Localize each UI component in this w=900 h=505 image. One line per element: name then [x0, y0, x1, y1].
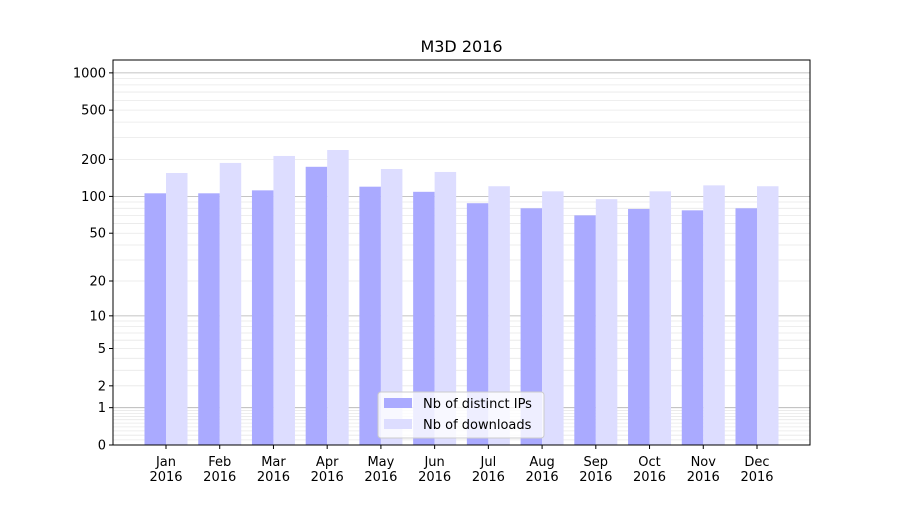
- x-tick-label: Sep 2016: [579, 455, 612, 485]
- chart-title: M3D 2016: [420, 37, 502, 56]
- y-tick-label: 200: [81, 153, 106, 168]
- x-tick-label: May 2016: [364, 455, 397, 485]
- y-tick-label: 500: [81, 104, 106, 119]
- bar-distinct-ips: [198, 193, 220, 445]
- x-tick-label: Nov 2016: [687, 455, 720, 485]
- bar-distinct-ips: [359, 186, 381, 445]
- x-tick-label: Feb 2016: [203, 455, 236, 485]
- bar-distinct-ips: [251, 190, 274, 445]
- x-tick-label: Apr 2016: [311, 455, 344, 485]
- bar-downloads: [273, 155, 295, 445]
- y-tick-label: 5: [98, 342, 106, 357]
- bar-downloads: [488, 186, 510, 445]
- bar-downloads: [542, 191, 564, 445]
- legend-label: Nb of downloads: [423, 418, 532, 433]
- legend: Nb of distinct IPs Nb of downloads: [377, 391, 545, 439]
- bar-downloads: [649, 191, 672, 445]
- bar-downloads: [434, 171, 457, 445]
- y-tick-label: 2: [98, 379, 106, 394]
- y-tick-label: 20: [89, 275, 106, 290]
- bar-downloads: [757, 186, 779, 445]
- axes-frame: [112, 59, 811, 446]
- bar-distinct-ips: [466, 203, 489, 445]
- y-tick-label: 100: [81, 190, 106, 205]
- bar-distinct-ips: [520, 208, 543, 445]
- y-tick-label: 50: [89, 227, 106, 242]
- legend-label: Nb of distinct IPs: [423, 397, 532, 412]
- bar-downloads: [219, 162, 242, 445]
- y-tick-label: 1: [98, 401, 106, 416]
- x-tick-label: Oct 2016: [633, 455, 666, 485]
- legend-box: [377, 391, 545, 439]
- y-tick-label: 0: [98, 439, 106, 454]
- y-tick-label: 10: [89, 309, 106, 324]
- x-tick-label: Jan 2016: [149, 455, 182, 485]
- bar-distinct-ips: [735, 208, 757, 445]
- bar-distinct-ips: [144, 193, 166, 445]
- bar-distinct-ips: [628, 208, 650, 445]
- bar-downloads: [380, 169, 403, 445]
- bar-distinct-ips: [681, 210, 704, 445]
- x-tick-label: Jul 2016: [472, 455, 505, 485]
- x-tick-label: Dec 2016: [740, 455, 773, 485]
- x-tick-label: Jun 2016: [418, 455, 451, 485]
- bar-downloads: [595, 199, 618, 445]
- bar-distinct-ips: [413, 191, 435, 445]
- bar-downloads: [327, 150, 349, 445]
- x-tick-label: Aug 2016: [526, 455, 559, 485]
- bar-distinct-ips: [574, 215, 596, 445]
- bar-downloads: [166, 172, 188, 445]
- legend-swatch: [384, 419, 412, 429]
- x-tick-label: Mar 2016: [257, 455, 290, 485]
- bar-distinct-ips: [305, 166, 328, 445]
- bar-downloads: [703, 185, 725, 446]
- legend-swatch: [384, 398, 412, 408]
- y-tick-label: 1000: [73, 66, 106, 81]
